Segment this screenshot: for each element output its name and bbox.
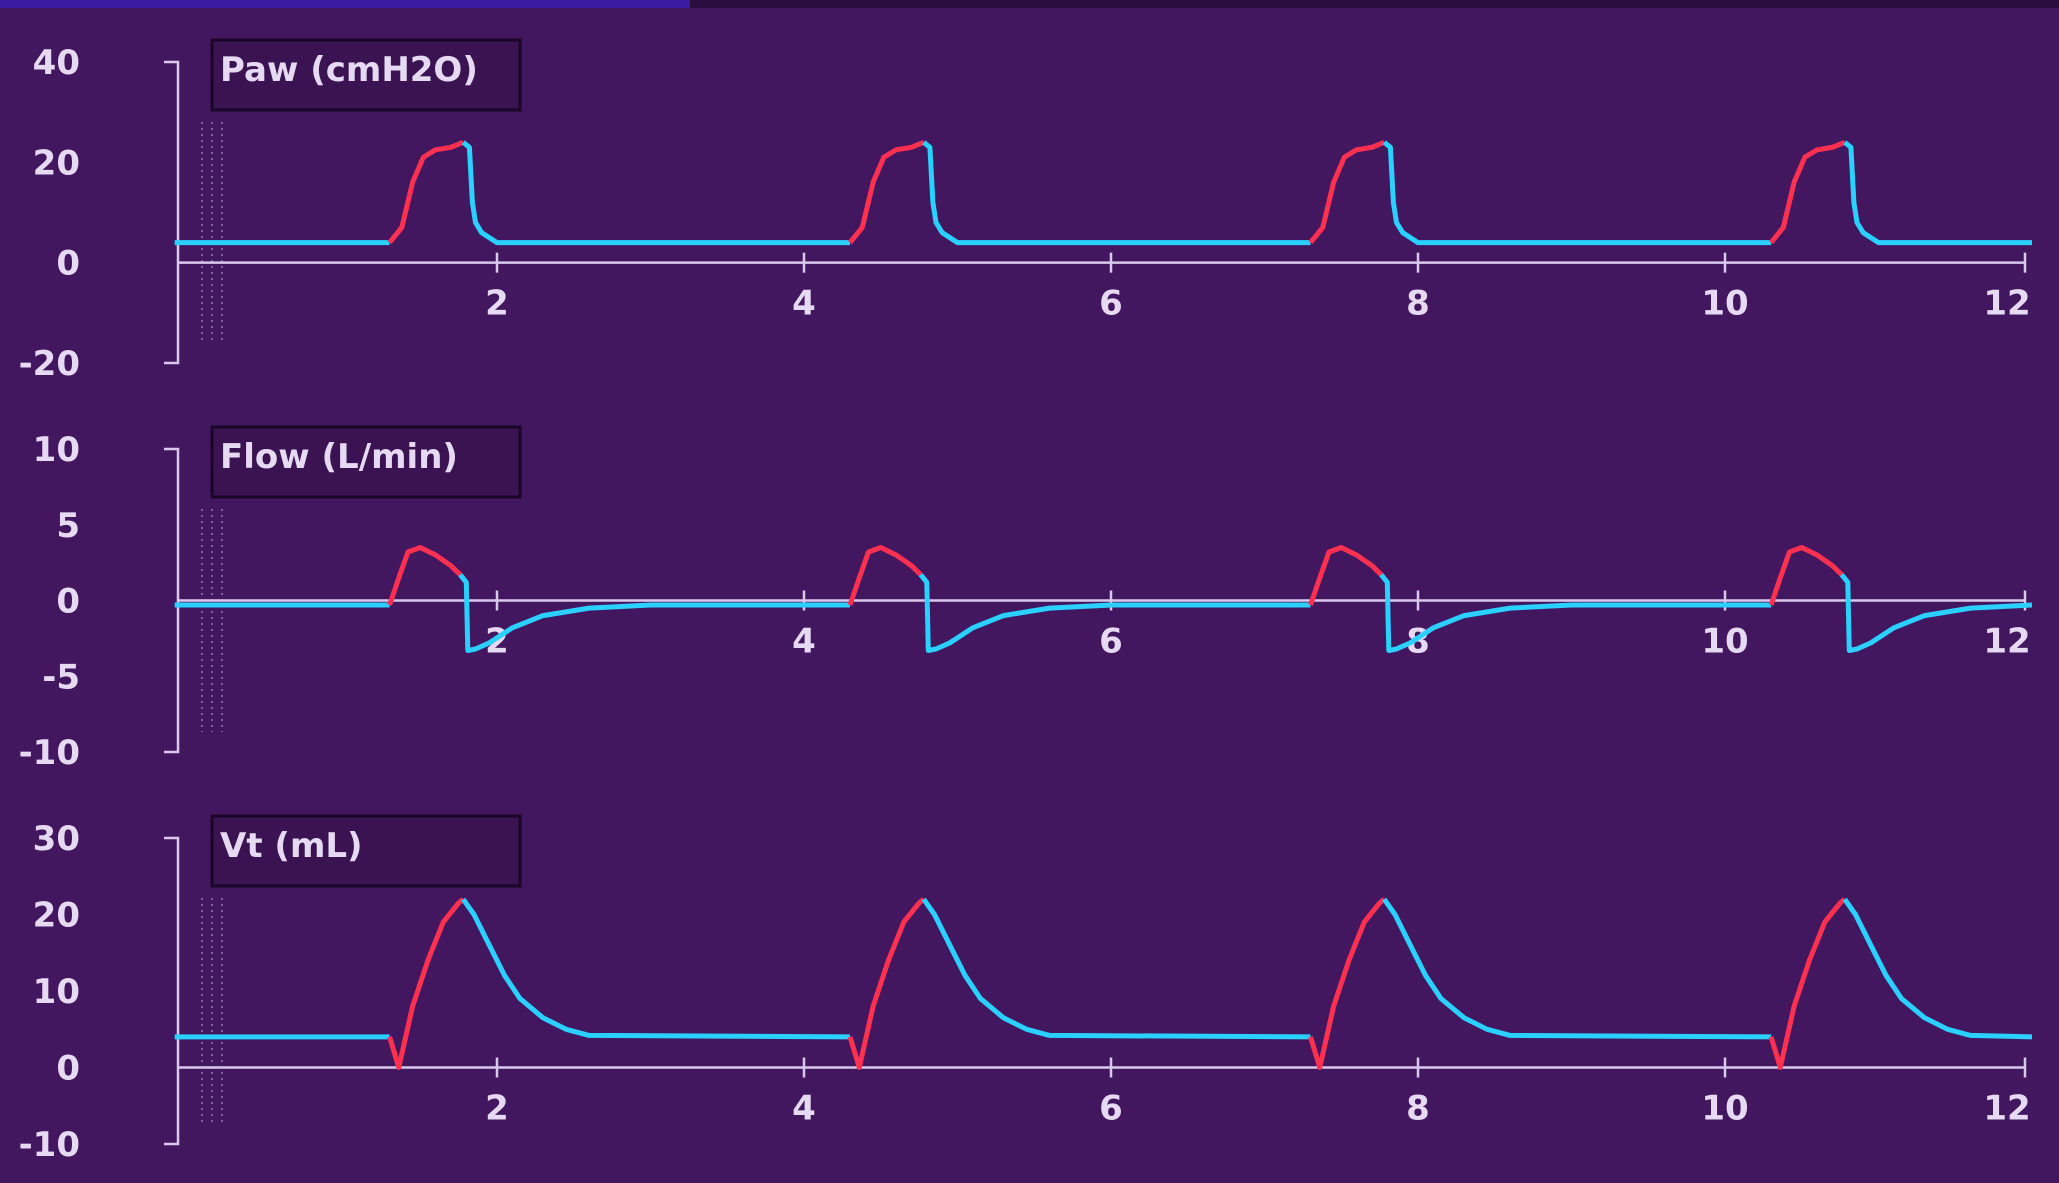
x-tick-label: 4 bbox=[792, 622, 816, 662]
expiration-trace bbox=[458, 573, 850, 653]
expiration-trace bbox=[1382, 140, 1772, 246]
inspiration-trace bbox=[847, 545, 923, 606]
expiration-trace bbox=[922, 140, 1311, 246]
y-tick-label: 0 bbox=[56, 1049, 80, 1089]
y-tick-label: 20 bbox=[33, 896, 80, 936]
y-tick-label: 10 bbox=[33, 972, 80, 1012]
x-tick-label: 12 bbox=[1983, 1089, 2030, 1129]
chart-panel-0: 40 20 0 -20 2 4 6 8 10 12 Paw (cmH2O) bbox=[19, 38, 2032, 384]
y-tick-label: 20 bbox=[33, 143, 80, 183]
y-tick-label: 10 bbox=[33, 430, 80, 470]
y-tick-label: 30 bbox=[33, 819, 80, 859]
y-axis-line bbox=[164, 447, 180, 754]
x-tick-label: 6 bbox=[1099, 284, 1123, 324]
y-tick-label: -10 bbox=[19, 733, 80, 773]
expiration-trace bbox=[1379, 573, 1772, 653]
y-tick-label: 5 bbox=[56, 506, 80, 546]
expiration-trace bbox=[1842, 897, 2033, 1040]
x-tick-label: 8 bbox=[1406, 1089, 1430, 1129]
x-tick-label: 10 bbox=[1701, 1089, 1748, 1129]
panel-title: Flow (L/min) bbox=[220, 437, 458, 477]
inspiration-trace bbox=[1768, 897, 1847, 1070]
inspiration-trace bbox=[848, 139, 925, 245]
x-tick-label: 12 bbox=[1983, 284, 2030, 324]
inspiration-trace bbox=[1308, 545, 1383, 606]
y-axis-line bbox=[164, 836, 180, 1146]
x-tick-label: 8 bbox=[1406, 284, 1430, 324]
panel-title-box bbox=[210, 425, 522, 499]
panel-title-box bbox=[210, 38, 522, 112]
expiration-trace bbox=[921, 897, 1311, 1040]
y-tick-label: 0 bbox=[56, 244, 80, 284]
panel-title-box bbox=[210, 814, 522, 888]
panel-title: Vt (mL) bbox=[220, 826, 363, 866]
y-tick-label: -5 bbox=[42, 657, 80, 697]
y-tick-label: -20 bbox=[19, 344, 80, 384]
inspiration-trace bbox=[1769, 139, 1846, 245]
x-tick-label: 10 bbox=[1701, 284, 1748, 324]
top-edge-strip-accent bbox=[0, 0, 690, 8]
inspiration-trace bbox=[1308, 897, 1386, 1070]
panel-title: Paw (cmH2O) bbox=[220, 50, 478, 90]
x-tick-label: 2 bbox=[485, 1089, 509, 1129]
y-tick-label: 40 bbox=[33, 43, 80, 83]
x-tick-label: 6 bbox=[1099, 622, 1123, 662]
expiration-trace bbox=[461, 140, 850, 246]
expiration-trace bbox=[461, 897, 851, 1040]
expiration-trace bbox=[1382, 897, 1772, 1040]
x-tick-label: 4 bbox=[792, 1089, 816, 1129]
x-tick-label: 6 bbox=[1099, 1089, 1123, 1129]
expiration-trace bbox=[918, 573, 1311, 653]
inspiration-trace bbox=[387, 139, 465, 245]
inspiration-trace bbox=[387, 545, 462, 606]
y-axis-line bbox=[164, 60, 180, 365]
y-tick-label: 0 bbox=[56, 582, 80, 622]
x-tick-label: 10 bbox=[1701, 622, 1748, 662]
inspiration-trace bbox=[1308, 139, 1386, 245]
chart-panel-2: 30 20 10 0 -10 2 4 6 8 10 12 Vt (mL) bbox=[19, 814, 2033, 1165]
expiration-trace bbox=[1843, 140, 2032, 246]
x-tick-label: 2 bbox=[485, 284, 509, 324]
expiration-trace bbox=[1839, 573, 2033, 653]
x-tick-label: 12 bbox=[1983, 622, 2030, 662]
inspiration-trace bbox=[1768, 545, 1844, 606]
inspiration-trace bbox=[387, 897, 465, 1070]
y-tick-label: -10 bbox=[19, 1125, 80, 1165]
top-edge-strip bbox=[0, 0, 2059, 8]
x-tick-label: 4 bbox=[792, 284, 816, 324]
inspiration-trace bbox=[847, 897, 926, 1070]
